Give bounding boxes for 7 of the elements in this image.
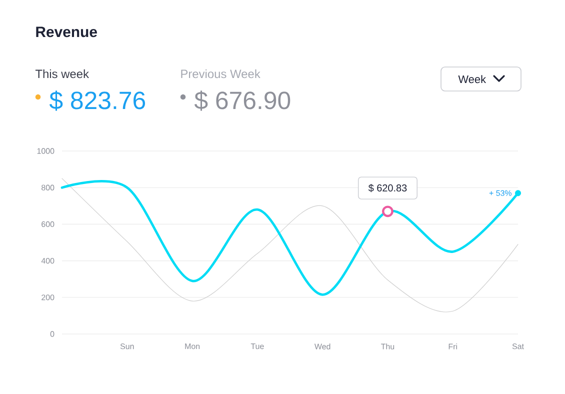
text: Previous Week — [181, 69, 260, 78]
annotation: $ 620.83 — [368, 184, 407, 192]
text: This week — [35, 69, 90, 78]
chart-title: Revenue — [36, 26, 97, 38]
text: $ 823.76 — [49, 90, 146, 111]
text: Week — [458, 75, 486, 84]
text: $ 676.90 — [194, 90, 290, 111]
